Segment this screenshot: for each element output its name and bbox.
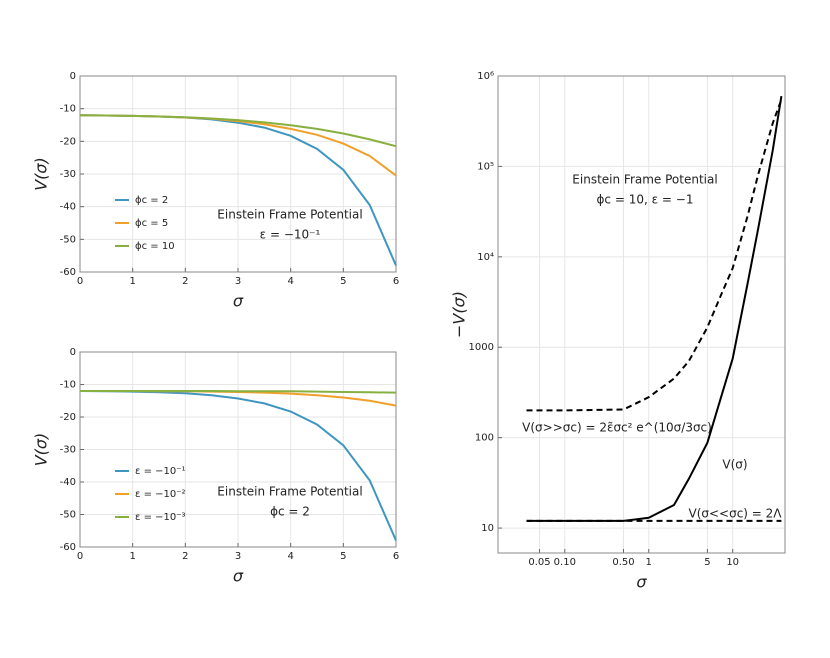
annotation: Einstein Frame Potential: [572, 173, 717, 187]
y-tick-label: -30: [60, 169, 76, 180]
series-line: [80, 390, 397, 394]
y-axis-label: V(σ): [32, 433, 51, 467]
y-tick-label: -60: [60, 542, 76, 553]
x-tick-label: 0.10: [554, 557, 576, 568]
x-tick-label: 1: [129, 551, 135, 562]
series-line: [526, 95, 783, 522]
y-tick-label: 0: [70, 347, 76, 358]
legend-label: ε = −10⁻³: [135, 512, 186, 523]
y-tick-label: 0: [70, 71, 76, 82]
y-tick-label: -60: [60, 267, 76, 278]
y-tick-label: 10: [481, 523, 494, 534]
x-tick-label: 4: [287, 551, 293, 562]
y-tick-label: -40: [60, 202, 76, 213]
x-tick-label: 5: [704, 557, 710, 568]
series-label: V(σ): [722, 458, 747, 472]
x-tick-label: 0: [77, 276, 83, 287]
annotation: ϕc = 2: [270, 505, 310, 519]
y-tick-label: -10: [60, 104, 76, 115]
legend-label: ϕc = 2: [135, 195, 168, 206]
legend-label: ϕc = 10: [135, 241, 175, 252]
y-tick-label: -50: [60, 234, 76, 245]
y-tick-label: -30: [60, 445, 76, 456]
annotation: Einstein Frame Potential: [217, 485, 362, 499]
plot-frame: [497, 75, 786, 554]
legend-label: ε = −10⁻²: [135, 489, 186, 500]
y-tick-label: 10⁶: [477, 71, 494, 82]
y-tick-label: 10⁴: [477, 252, 494, 263]
y-tick-label: 100: [475, 433, 494, 444]
x-tick-label: 0: [77, 551, 83, 562]
x-tick-label: 2: [182, 276, 188, 287]
legend-label: ε = −10⁻¹: [135, 466, 186, 477]
x-tick-label: 3: [235, 276, 241, 287]
x-axis-label: σ: [233, 292, 244, 311]
x-tick-label: 0.05: [528, 557, 550, 568]
annotation: ϕc = 10, ε = −1: [597, 193, 694, 207]
plot-frame: [79, 351, 397, 548]
annotation: ε = −10⁻¹: [260, 228, 321, 242]
legend-label: ϕc = 5: [135, 218, 168, 229]
y-tick-label: -40: [60, 477, 76, 488]
x-tick-label: 1: [646, 557, 652, 568]
x-tick-label: 6: [393, 551, 399, 562]
y-tick-label: -20: [60, 412, 76, 423]
x-tick-label: 1: [129, 276, 135, 287]
x-tick-label: 10: [726, 557, 739, 568]
y-tick-label: 1000: [469, 342, 494, 353]
y-axis-label: V(σ): [32, 157, 51, 191]
x-tick-label: 4: [287, 276, 293, 287]
series-label: V(σ<<σc) = 2Λ: [688, 507, 782, 521]
x-tick-label: 3: [235, 551, 241, 562]
x-tick-label: 5: [340, 551, 346, 562]
annotation: Einstein Frame Potential: [217, 208, 362, 222]
y-tick-label: -20: [60, 136, 76, 147]
x-tick-label: 2: [182, 551, 188, 562]
x-tick-label: 5: [340, 276, 346, 287]
y-tick-label: -50: [60, 510, 76, 521]
series-line: [79, 114, 397, 148]
x-tick-label: 0.50: [612, 557, 634, 568]
plot-frame: [79, 75, 397, 273]
y-tick-label: 10⁵: [477, 161, 494, 172]
y-axis-label: −V(σ): [450, 291, 469, 338]
x-tick-label: 6: [393, 276, 399, 287]
x-axis-label: σ: [233, 567, 244, 586]
series-label: V(σ>>σc) = 2ε̃σc² e^(10σ/3σc): [522, 421, 712, 435]
y-tick-label: -10: [60, 380, 76, 391]
x-axis-label: σ: [636, 573, 647, 592]
